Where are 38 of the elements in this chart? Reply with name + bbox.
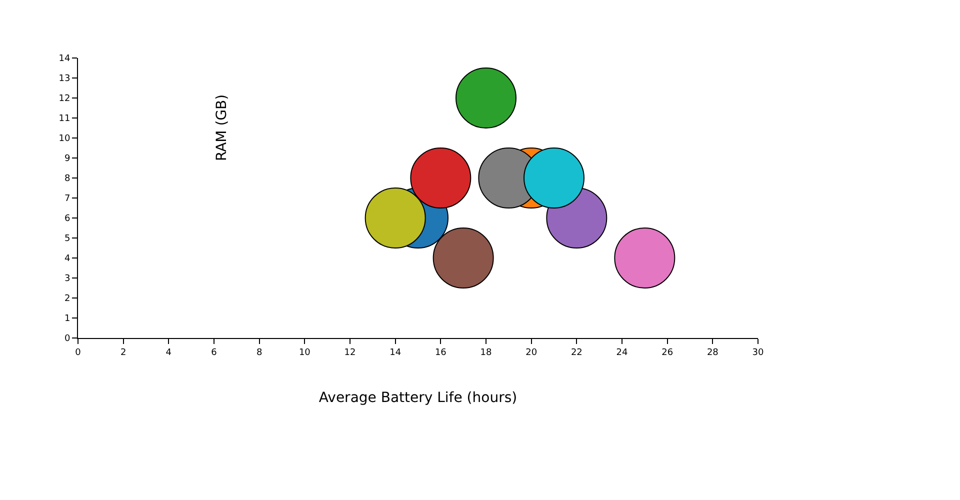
y-tick-label: 13 <box>58 74 70 84</box>
y-tick-label: 2 <box>64 294 70 304</box>
y-tick-label: 4 <box>64 254 70 264</box>
x-tick-label: 24 <box>616 348 628 358</box>
point <box>364 188 426 248</box>
x-tick-label: 4 <box>166 348 172 358</box>
point <box>614 228 676 288</box>
y-tick-label: 8 <box>64 174 70 184</box>
x-tick-label: 22 <box>570 348 582 358</box>
x-tick-label: 14 <box>390 348 402 358</box>
x-tick-label: 12 <box>344 348 356 358</box>
x-tick-label: 8 <box>256 348 262 358</box>
y-tick-label: 7 <box>64 194 70 204</box>
y-tick-label: 1 <box>64 314 70 324</box>
y-tick-label: 3 <box>64 274 70 284</box>
x-tick-label: 16 <box>434 348 447 358</box>
y-tick-label: 14 <box>58 54 70 64</box>
y-tick-label: 5 <box>64 234 70 244</box>
x-tick-label: 28 <box>706 348 719 358</box>
point <box>410 148 472 208</box>
x-tick-label: 18 <box>480 348 492 358</box>
y-tick-label: 6 <box>64 214 70 224</box>
x-tick-label: 26 <box>662 348 674 358</box>
y-axis-title: RAM (GB) <box>214 94 230 162</box>
x-tick-label: 2 <box>120 348 126 358</box>
y-tick-label: 0 <box>64 334 70 344</box>
y-tick-label: 11 <box>58 114 70 124</box>
point <box>432 228 494 288</box>
x-tick-label: 6 <box>211 348 218 358</box>
point <box>456 68 516 128</box>
x-tick-label: 20 <box>526 348 538 358</box>
x-axis-title: Average Battery Life (hours) <box>318 390 518 406</box>
x-tick-label: 30 <box>752 348 764 358</box>
y-tick-label: 12 <box>58 94 70 104</box>
y-tick-label: 9 <box>64 154 70 164</box>
x-tick-label: 0 <box>75 348 82 358</box>
x-tick-label: 10 <box>298 348 311 358</box>
y-tick-label: 10 <box>58 134 70 144</box>
